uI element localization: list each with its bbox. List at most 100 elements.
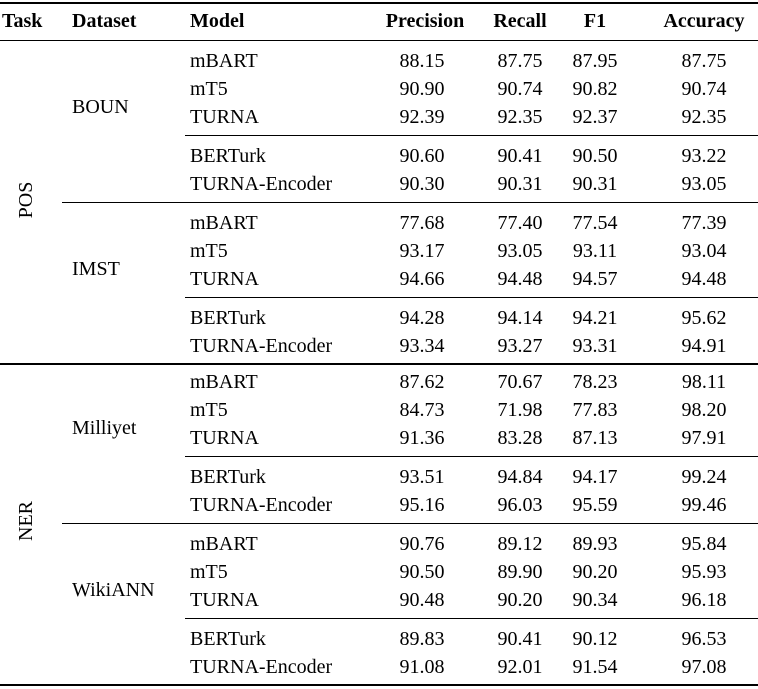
f1-value: 77.83: [572, 399, 618, 421]
precision-value: 84.73: [399, 399, 445, 421]
f1-value: 91.54: [572, 656, 618, 678]
task-label: POS: [15, 181, 37, 219]
accuracy-value: 94.48: [681, 268, 727, 290]
model-name: mBART: [190, 371, 258, 393]
header-dataset: Dataset: [72, 10, 137, 32]
precision-value: 90.60: [399, 145, 445, 167]
group-separator: [185, 135, 758, 136]
recall-value: 93.27: [497, 335, 543, 357]
dataset-name: IMST: [72, 258, 120, 280]
model-name: TURNA-Encoder: [190, 656, 333, 678]
group-separator: [185, 456, 758, 457]
model-name: TURNA-Encoder: [190, 173, 333, 195]
precision-value: 88.15: [399, 50, 445, 72]
recall-value: 90.41: [497, 628, 543, 650]
precision-value: 93.34: [399, 335, 445, 357]
f1-value: 87.95: [572, 50, 618, 72]
recall-value: 87.75: [497, 50, 543, 72]
f1-value: 77.54: [572, 212, 618, 234]
model-name: mBART: [190, 50, 258, 72]
model-name: TURNA: [190, 589, 259, 611]
header-f1: F1: [583, 10, 607, 32]
model-name: BERTurk: [190, 307, 266, 329]
f1-value: 90.12: [572, 628, 618, 650]
recall-value: 89.12: [497, 533, 543, 555]
precision-value: 90.50: [399, 561, 445, 583]
f1-value: 90.82: [572, 78, 618, 100]
recall-value: 94.84: [497, 466, 543, 488]
accuracy-value: 92.35: [681, 106, 727, 128]
accuracy-value: 96.18: [681, 589, 727, 611]
f1-value: 87.13: [572, 427, 618, 449]
model-name: mT5: [190, 399, 228, 421]
recall-value: 71.98: [497, 399, 543, 421]
model-name: mT5: [190, 240, 228, 262]
model-name: TURNA: [190, 106, 259, 128]
precision-value: 94.28: [399, 307, 445, 329]
accuracy-value: 97.08: [681, 656, 727, 678]
f1-value: 93.31: [572, 335, 618, 357]
model-name: BERTurk: [190, 628, 266, 650]
model-name: TURNA-Encoder: [190, 494, 333, 516]
model-name: mBART: [190, 212, 258, 234]
precision-value: 90.48: [399, 589, 445, 611]
recall-value: 92.35: [497, 106, 543, 128]
group-separator: [185, 618, 758, 619]
model-name: TURNA: [190, 268, 259, 290]
recall-value: 90.41: [497, 145, 543, 167]
precision-value: 77.68: [399, 212, 445, 234]
recall-value: 70.67: [497, 371, 543, 393]
precision-value: 93.51: [399, 466, 445, 488]
dataset-name: WikiANN: [72, 579, 155, 601]
f1-value: 89.93: [572, 533, 618, 555]
header-task: Task: [2, 10, 43, 32]
precision-value: 91.08: [399, 656, 445, 678]
dataset-name: BOUN: [72, 96, 129, 118]
model-name: BERTurk: [190, 466, 266, 488]
accuracy-value: 95.62: [681, 307, 727, 329]
recall-value: 90.20: [497, 589, 543, 611]
accuracy-value: 87.75: [681, 50, 727, 72]
precision-value: 93.17: [399, 240, 445, 262]
accuracy-value: 99.24: [681, 466, 727, 488]
task-separator: [0, 363, 758, 365]
f1-value: 94.21: [572, 307, 618, 329]
header-rule: [0, 40, 758, 41]
recall-value: 93.05: [497, 240, 543, 262]
accuracy-value: 95.84: [681, 533, 727, 555]
dataset-name: Milliyet: [72, 417, 137, 439]
dataset-separator: [62, 202, 758, 203]
accuracy-value: 93.05: [681, 173, 727, 195]
accuracy-value: 77.39: [681, 212, 727, 234]
model-name: TURNA: [190, 427, 259, 449]
accuracy-value: 97.91: [681, 427, 727, 449]
accuracy-value: 99.46: [681, 494, 727, 516]
accuracy-value: 93.22: [681, 145, 727, 167]
f1-value: 94.17: [572, 466, 618, 488]
f1-value: 90.31: [572, 173, 618, 195]
recall-value: 92.01: [497, 656, 543, 678]
group-separator: [185, 297, 758, 298]
bottom-rule: [0, 684, 758, 686]
f1-value: 90.34: [572, 589, 618, 611]
accuracy-value: 90.74: [681, 78, 727, 100]
f1-value: 78.23: [572, 371, 618, 393]
recall-value: 94.48: [497, 268, 543, 290]
recall-value: 89.90: [497, 561, 543, 583]
header-recall: Recall: [493, 10, 547, 32]
model-name: TURNA-Encoder: [190, 335, 333, 357]
precision-value: 87.62: [399, 371, 445, 393]
model-name: mT5: [190, 78, 228, 100]
precision-value: 92.39: [399, 106, 445, 128]
f1-value: 92.37: [572, 106, 618, 128]
top-rule: [0, 2, 758, 4]
f1-value: 94.57: [572, 268, 618, 290]
header-model: Model: [190, 10, 245, 32]
task-label: NER: [15, 501, 37, 541]
dataset-separator: [62, 523, 758, 524]
recall-value: 90.74: [497, 78, 543, 100]
f1-value: 93.11: [572, 240, 618, 262]
f1-value: 90.20: [572, 561, 618, 583]
model-name: BERTurk: [190, 145, 266, 167]
